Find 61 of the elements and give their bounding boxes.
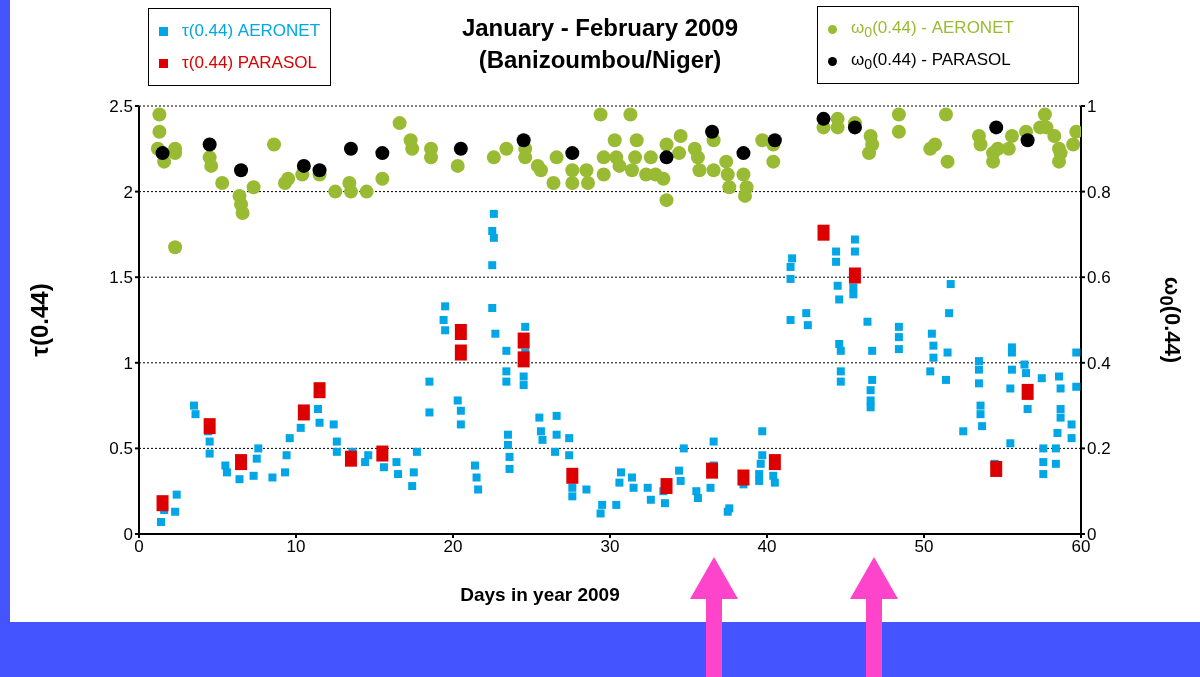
- y-tick-label: 2: [123, 182, 133, 202]
- point: [454, 344, 467, 361]
- y-tick-label: 2.5: [109, 97, 133, 117]
- point: [375, 146, 390, 161]
- x-axis-title: Days in year 2009: [459, 584, 621, 606]
- point: [848, 267, 861, 284]
- point: [297, 404, 310, 421]
- point: [234, 163, 249, 178]
- point: [155, 146, 170, 161]
- x-tick-label: 40: [757, 537, 777, 557]
- point: [705, 124, 720, 139]
- x-tick-label: 50: [914, 537, 934, 557]
- legend-label: ω$_{0}$(0.44) - PARASOL: [851, 49, 1011, 73]
- legend-label: τ(0.44) AERONET: [182, 21, 321, 41]
- point: [203, 418, 216, 435]
- point: [453, 141, 468, 156]
- point: [767, 133, 782, 148]
- point: [706, 462, 719, 479]
- point: [296, 158, 311, 173]
- y2-tick-label: 0.6: [1087, 268, 1111, 288]
- point: [313, 382, 326, 399]
- point: [990, 460, 1003, 477]
- point: [376, 445, 389, 462]
- y2-tick-label: 1: [1087, 97, 1097, 117]
- y2-tick-label: 0.8: [1087, 182, 1111, 202]
- point: [816, 111, 831, 126]
- point: [736, 146, 751, 161]
- point: [847, 120, 862, 135]
- point: [1020, 133, 1035, 148]
- y-tick-label: 1: [123, 353, 133, 373]
- chart-subtitle: (Banizoumbou/Niger): [477, 45, 723, 75]
- point: [312, 163, 327, 178]
- point: [565, 146, 580, 161]
- y2-tick-label: 0.2: [1087, 439, 1111, 459]
- point: [156, 495, 169, 512]
- x-tick-label: 30: [600, 537, 620, 557]
- point: [768, 454, 781, 471]
- point: [344, 450, 357, 467]
- x-tick-label: 10: [286, 537, 306, 557]
- point: [817, 224, 830, 241]
- point: [517, 351, 530, 368]
- point: [517, 332, 530, 349]
- point: [202, 137, 217, 152]
- point: [516, 133, 531, 148]
- point: [660, 478, 673, 495]
- legend-label: ω$_{0}$(0.44) - AERONET: [851, 17, 1014, 41]
- point: [659, 150, 674, 165]
- y-tick-label: 0.5: [109, 439, 133, 459]
- point: [566, 467, 579, 484]
- legend-label: τ(0.44) PARASOL: [182, 53, 317, 73]
- x-tick-label: 20: [443, 537, 463, 557]
- point: [737, 469, 750, 486]
- point: [343, 141, 358, 156]
- chart-title: January - February 2009: [460, 13, 740, 43]
- point: [454, 323, 467, 340]
- point: [989, 120, 1004, 135]
- point: [235, 454, 248, 471]
- point: [1021, 383, 1034, 400]
- y2-tick-label: 0.4: [1087, 353, 1111, 373]
- y-tick-label: 1.5: [109, 268, 133, 288]
- y-axis-title: τ(0.44): [26, 283, 54, 357]
